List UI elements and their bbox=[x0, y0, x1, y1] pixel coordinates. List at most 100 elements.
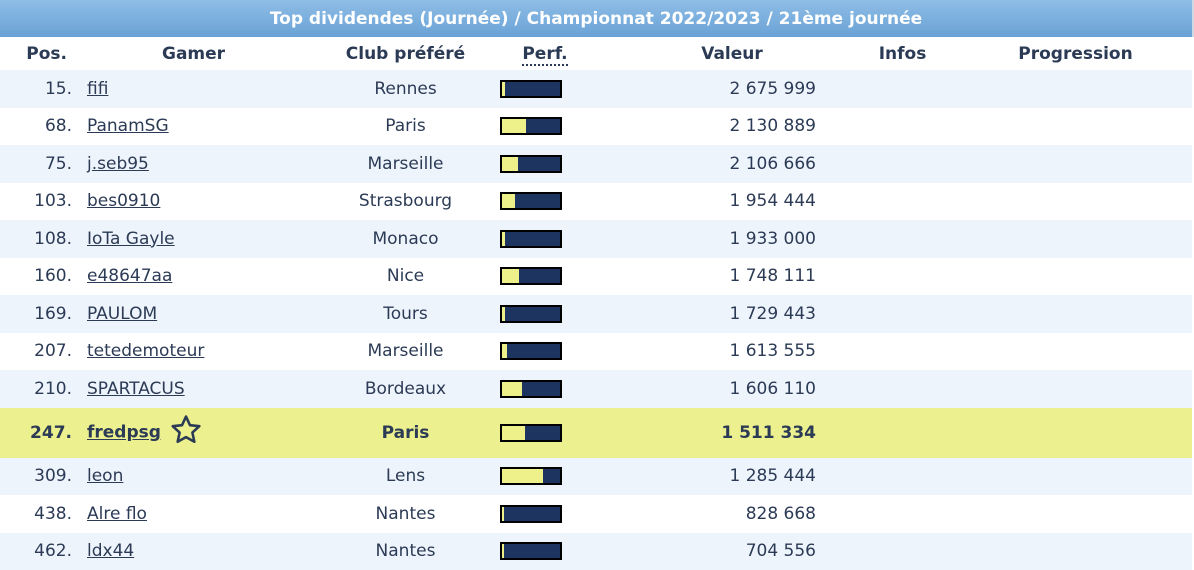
row-progression bbox=[959, 108, 1192, 146]
row-pos: 207. bbox=[0, 333, 87, 371]
row-infos bbox=[846, 370, 959, 408]
perf-bar bbox=[500, 424, 562, 442]
header-pos: Pos. bbox=[0, 37, 87, 70]
row-value: 704 556 bbox=[618, 533, 846, 570]
row-infos bbox=[846, 108, 959, 146]
row-infos bbox=[846, 183, 959, 221]
row-progression bbox=[959, 333, 1192, 371]
perf-bar-fill bbox=[502, 382, 522, 396]
header-perf-label[interactable]: Perf. bbox=[522, 44, 567, 66]
row-pos: 108. bbox=[0, 220, 87, 258]
row-progression bbox=[959, 183, 1192, 221]
perf-bar bbox=[500, 192, 562, 210]
header-infos: Infos bbox=[846, 37, 959, 70]
perf-bar-fill bbox=[502, 307, 505, 321]
page-title: Top dividendes (Journée) / Championnat 2… bbox=[0, 0, 1194, 37]
row-gamer-cell: PAULOM bbox=[87, 295, 339, 333]
row-gamer-cell: bes0910 bbox=[87, 183, 339, 221]
perf-bar-fill bbox=[502, 269, 519, 283]
perf-bar bbox=[500, 80, 562, 98]
row-infos bbox=[846, 495, 959, 533]
row-infos bbox=[846, 333, 959, 371]
row-perf-cell bbox=[472, 258, 618, 296]
header-club: Club préféré bbox=[339, 37, 472, 70]
row-gamer-cell: IoTa Gayle bbox=[87, 220, 339, 258]
row-perf-cell bbox=[472, 370, 618, 408]
perf-bar-fill bbox=[502, 544, 504, 558]
gamer-link[interactable]: fifi bbox=[87, 79, 108, 99]
row-gamer-cell: e48647aa bbox=[87, 258, 339, 296]
row-pos: 247. bbox=[0, 408, 87, 458]
row-pos: 309. bbox=[0, 458, 87, 496]
row-perf-cell bbox=[472, 495, 618, 533]
row-value: 1 748 111 bbox=[618, 258, 846, 296]
row-perf-cell bbox=[472, 183, 618, 221]
row-progression bbox=[959, 295, 1192, 333]
row-infos bbox=[846, 220, 959, 258]
row-value: 1 511 334 bbox=[618, 408, 846, 458]
row-club: Marseille bbox=[339, 333, 472, 371]
gamer-link[interactable]: IoTa Gayle bbox=[87, 229, 175, 249]
perf-bar bbox=[500, 117, 562, 135]
gamer-link[interactable]: SPARTACUS bbox=[87, 379, 185, 399]
row-gamer-cell: j.seb95 bbox=[87, 145, 339, 183]
gamer-link[interactable]: PAULOM bbox=[87, 304, 157, 324]
row-club: Tours bbox=[339, 295, 472, 333]
row-progression bbox=[959, 145, 1192, 183]
perf-bar-fill bbox=[502, 507, 504, 521]
gamer-link[interactable]: Alre flo bbox=[87, 504, 147, 524]
perf-bar bbox=[500, 155, 562, 173]
row-gamer-cell: ldx44 bbox=[87, 533, 339, 570]
row-pos: 438. bbox=[0, 495, 87, 533]
row-infos bbox=[846, 458, 959, 496]
star-icon bbox=[169, 413, 203, 452]
perf-bar bbox=[500, 342, 562, 360]
row-perf-cell bbox=[472, 108, 618, 146]
row-value: 2 675 999 bbox=[618, 70, 846, 108]
gamer-link[interactable]: tetedemoteur bbox=[87, 341, 204, 361]
row-club: Nantes bbox=[339, 495, 472, 533]
row-progression bbox=[959, 458, 1192, 496]
gamer-link[interactable]: PanamSG bbox=[87, 116, 169, 136]
row-value: 1 606 110 bbox=[618, 370, 846, 408]
gamer-link[interactable]: e48647aa bbox=[87, 266, 172, 286]
row-infos bbox=[846, 258, 959, 296]
perf-bar-fill bbox=[502, 469, 543, 483]
row-value: 1 933 000 bbox=[618, 220, 846, 258]
row-infos bbox=[846, 70, 959, 108]
gamer-link[interactable]: leon bbox=[87, 466, 123, 486]
gamer-link[interactable]: ldx44 bbox=[87, 541, 134, 561]
perf-bar-fill bbox=[502, 119, 526, 133]
row-progression bbox=[959, 495, 1192, 533]
row-gamer-cell: SPARTACUS bbox=[87, 370, 339, 408]
row-infos bbox=[846, 533, 959, 570]
row-perf-cell bbox=[472, 458, 618, 496]
gamer-link[interactable]: j.seb95 bbox=[87, 154, 149, 174]
row-progression bbox=[959, 258, 1192, 296]
gamer-link[interactable]: fredpsg bbox=[87, 423, 161, 443]
table-header: Pos. Gamer Club préféré Perf. Valeur Inf… bbox=[0, 37, 1192, 70]
row-perf-cell bbox=[472, 70, 618, 108]
perf-bar bbox=[500, 467, 562, 485]
row-value: 2 106 666 bbox=[618, 145, 846, 183]
perf-bar-fill bbox=[502, 194, 515, 208]
row-perf-cell bbox=[472, 408, 618, 458]
header-gamer: Gamer bbox=[87, 37, 339, 70]
gamer-link[interactable]: bes0910 bbox=[87, 191, 160, 211]
header-perf[interactable]: Perf. bbox=[472, 37, 618, 70]
ranking-table: Pos. Gamer Club préféré Perf. Valeur Inf… bbox=[0, 37, 1192, 570]
perf-bar bbox=[500, 380, 562, 398]
row-club: Lens bbox=[339, 458, 472, 496]
row-pos: 462. bbox=[0, 533, 87, 570]
row-pos: 75. bbox=[0, 145, 87, 183]
row-gamer-cell: fifi bbox=[87, 70, 339, 108]
row-gamer-cell: PanamSG bbox=[87, 108, 339, 146]
